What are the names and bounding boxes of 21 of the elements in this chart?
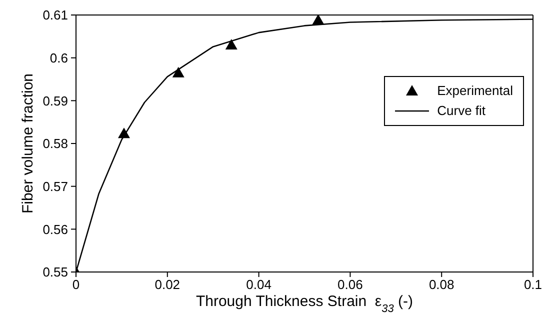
y-axis-title: Fiber volume fraction [19,73,36,214]
y-tick-label: 0.59 [42,93,68,108]
point [118,128,130,138]
y-tick-label: 0.6 [50,50,68,66]
point [172,66,184,78]
point [312,15,324,25]
y-tick-label: 0.61 [42,8,68,23]
legend-label: Experimental [437,82,513,100]
legend-label: Curve fit [437,102,486,120]
y-tick-label: 0.58 [42,136,68,152]
y-tick-label: 0.57 [42,178,68,194]
x-axis-title: Through Thickness Strain ε$_{33}$ (-) [196,293,414,315]
x-tick-label: 0.04 [246,277,272,292]
x-tick-label: 0.02 [154,277,180,292]
x-tick-label: 0.06 [338,277,363,292]
x-tick-label: 0 [72,277,80,292]
y-tick-label: 0.55 [42,264,68,280]
point [225,38,238,50]
y-tick-label: 0.56 [42,222,68,237]
x-tick-label: 0.08 [428,277,454,292]
x-tick-label: 0.1 [524,277,542,292]
